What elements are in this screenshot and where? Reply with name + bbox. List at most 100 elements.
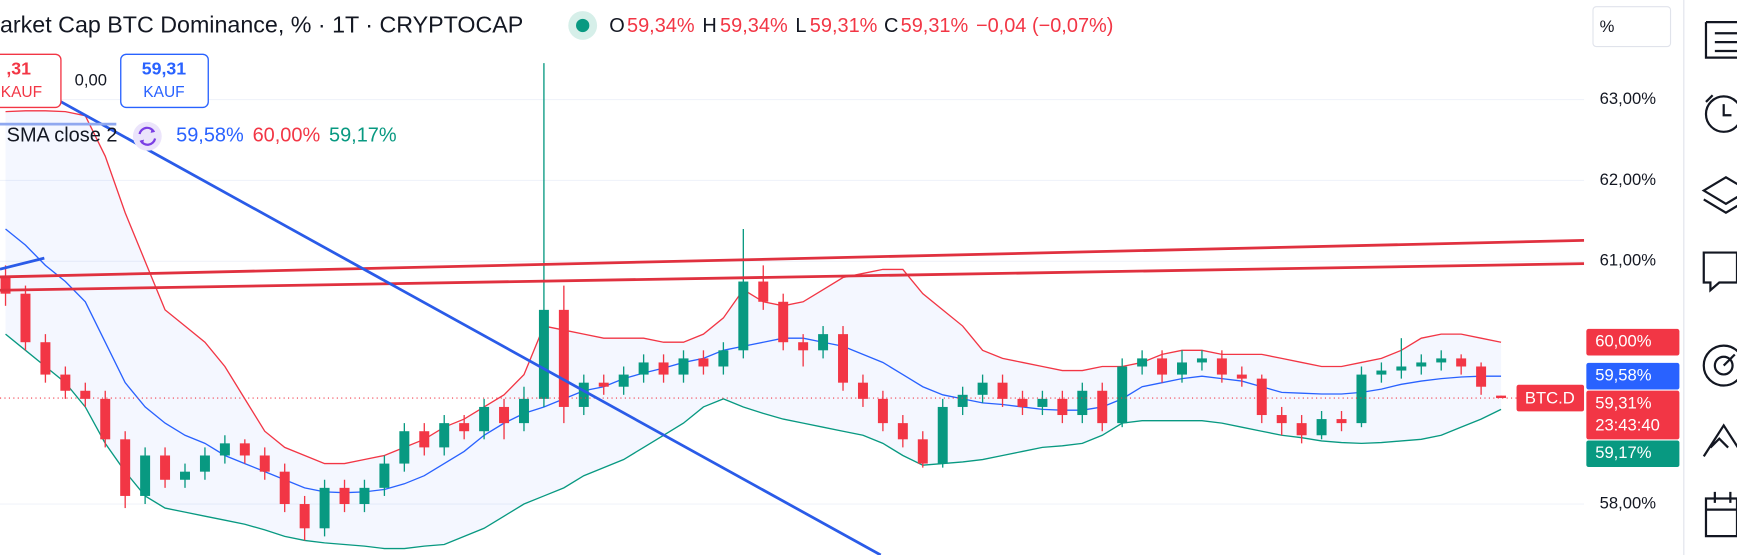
indicator-icon <box>139 128 156 145</box>
symbol-tag-bg[interactable] <box>1516 384 1585 412</box>
alarm-icon[interactable] <box>1705 94 1737 103</box>
sell-label: KAUF <box>1 84 42 101</box>
candle-body <box>698 358 709 367</box>
candle-body <box>598 382 609 387</box>
candle-body <box>199 455 210 472</box>
candle-body <box>957 394 968 407</box>
status-dot[interactable] <box>576 18 590 33</box>
layers-icon[interactable] <box>1701 175 1737 214</box>
symbol-title[interactable]: arket Cap BTC Dominance, % · 1T · CRYPTO… <box>0 12 523 38</box>
candle-body <box>339 487 350 505</box>
candle-body <box>718 350 729 367</box>
y-tick-label: 58,00% <box>1600 493 1657 512</box>
candle-body <box>80 390 91 399</box>
candle-body <box>499 406 510 424</box>
candle-body <box>1236 374 1247 379</box>
candle-body <box>1117 366 1128 424</box>
price-badge <box>1586 440 1680 468</box>
trend-line[interactable] <box>0 256 45 271</box>
candle-body <box>379 463 390 488</box>
sell-button[interactable] <box>0 53 62 109</box>
candle-body <box>1097 390 1108 424</box>
ohlc-value: 59,31% <box>901 15 969 37</box>
ohlc-value: 59,31% <box>810 15 878 37</box>
candle-body <box>1316 419 1327 436</box>
candle-body <box>1177 362 1187 375</box>
trend-line[interactable] <box>0 262 1585 292</box>
candle-body <box>160 455 171 480</box>
candle-body <box>259 455 270 472</box>
candle-body <box>857 382 868 399</box>
price-badge-label: 59,31% <box>1595 393 1652 412</box>
watchlist-icon[interactable] <box>1704 21 1737 59</box>
target-icon[interactable] <box>1713 355 1734 376</box>
target-icon[interactable] <box>1722 353 1736 367</box>
trade-buttons: ,31 KAUF 0,00 59,31 KAUF <box>0 53 209 109</box>
candle-body <box>1256 378 1267 416</box>
candle-body <box>439 423 450 448</box>
candle-body <box>1376 370 1387 375</box>
candle-body <box>1037 398 1048 407</box>
indicator-value: 59,17% <box>329 125 397 147</box>
candle-body <box>738 281 749 351</box>
price-countdown: 23:43:40 <box>1595 415 1660 434</box>
candle-body <box>937 406 948 464</box>
target-icon[interactable] <box>1702 344 1737 387</box>
price-badge-label: 59,17% <box>1595 443 1652 462</box>
price-badge <box>1586 328 1680 356</box>
candle-body <box>518 398 529 424</box>
buy-button[interactable] <box>120 53 209 109</box>
candle-body <box>1356 374 1367 424</box>
symbol-tag: BTC.D <box>1525 389 1575 408</box>
price-axis: % 63,00% 62,00% 61,00% 58,00% 60,00% 59,58% 59… <box>1584 0 1684 555</box>
candle-body <box>997 382 1008 399</box>
price-badge <box>1586 390 1680 440</box>
candle-body <box>977 382 988 395</box>
candle-body <box>678 358 689 375</box>
header-bg <box>0 0 1585 49</box>
candle-body <box>0 277 11 294</box>
price-badge-label: 60,00% <box>1595 332 1652 351</box>
candle-body <box>798 342 809 351</box>
scale-mode-button[interactable] <box>1592 6 1672 48</box>
band-line <box>5 228 1502 494</box>
candle-body <box>658 362 669 375</box>
candle-body <box>459 423 470 432</box>
alarm-icon[interactable] <box>1704 95 1737 133</box>
indicator-name[interactable]: SMA close 2 <box>7 125 118 147</box>
buy-label: KAUF <box>143 84 184 101</box>
drawings <box>0 85 1585 555</box>
candle-body <box>239 443 250 456</box>
candle-body <box>578 382 589 407</box>
candle-body <box>419 431 430 448</box>
candle-body <box>897 423 908 440</box>
candle-body <box>1416 362 1427 367</box>
spread: 0,00 <box>75 70 107 89</box>
candle-body <box>1137 358 1148 367</box>
candle-body <box>1057 398 1068 416</box>
band-line <box>5 110 1502 465</box>
candle-body <box>778 301 789 343</box>
alarm-icon[interactable] <box>1722 104 1732 117</box>
candle-body <box>60 374 71 391</box>
candle-body <box>1196 358 1207 363</box>
candle-body <box>399 431 410 464</box>
candle-body <box>758 281 769 302</box>
candle-body <box>917 439 928 464</box>
candle-body <box>877 398 888 424</box>
indicator-icon-bg[interactable] <box>132 121 162 151</box>
indicator-legend: SMA close 2 59,58% 60,00% 59,17% <box>7 121 397 151</box>
ohlc-key: C <box>884 15 898 37</box>
band-line <box>5 333 1502 550</box>
candle-body <box>1216 358 1227 375</box>
candle-body <box>319 487 330 529</box>
trend-line[interactable] <box>0 239 1585 279</box>
candle-body <box>1336 419 1347 424</box>
ohlc-key: H <box>702 15 716 37</box>
trend-line[interactable] <box>32 85 882 555</box>
candle-body <box>219 443 230 456</box>
candle-body <box>279 471 290 505</box>
buy-price: 59,31 <box>142 58 186 78</box>
candle-body <box>479 406 490 432</box>
